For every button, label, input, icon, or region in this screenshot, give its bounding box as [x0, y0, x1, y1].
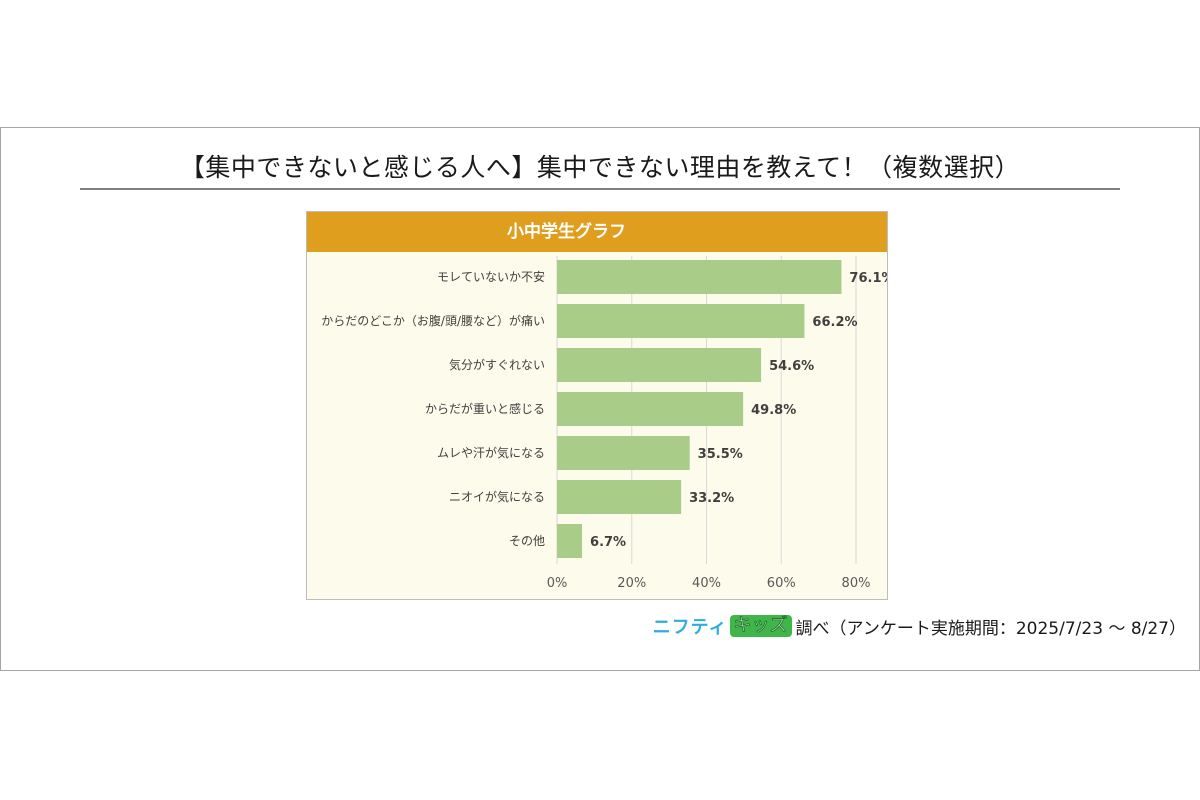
- x-tick-label: 60%: [767, 576, 796, 591]
- category-label: ニオイが気になる: [449, 489, 545, 504]
- x-tick-label: 80%: [842, 576, 871, 591]
- chart-header: 小中学生グラフ: [307, 212, 887, 252]
- chart-panel: モレていないか不安からだのどこか（お腹/頭/腰など）が痛い気分がすぐれないからだ…: [306, 211, 888, 600]
- logo-text-kids: キッズ: [729, 615, 792, 637]
- x-tick-label: 20%: [617, 576, 646, 591]
- data-label: 33.2%: [689, 491, 734, 506]
- x-tick-label: 0%: [547, 576, 568, 591]
- category-labels: モレていないか不安からだのどこか（お腹/頭/腰など）が痛い気分がすぐれないからだ…: [321, 269, 545, 548]
- category-label: からだが重いと感じる: [425, 401, 545, 416]
- data-label: 35.5%: [698, 447, 743, 462]
- title-divider: [80, 188, 1120, 190]
- page-title: 【集中できないと感じる人へ】集中できない理由を教えて！（複数選択）: [179, 153, 1021, 182]
- source-note: 調べ（アンケート実施期間：2025/7/23 ～ 8/27）: [795, 618, 1186, 639]
- bar-chart: モレていないか不安からだのどこか（お腹/頭/腰など）が痛い気分がすぐれないからだ…: [321, 256, 887, 591]
- bar: [557, 392, 744, 426]
- x-axis-ticks: 0% 20% 40% 60% 80%: [547, 576, 871, 591]
- bar: [557, 524, 583, 558]
- bar: [557, 348, 762, 382]
- category-label: その他: [509, 534, 545, 548]
- logo-text-nifty: ニフティ: [652, 617, 728, 638]
- bar: [557, 304, 805, 338]
- x-tick-label: 40%: [692, 576, 721, 591]
- category-label: からだのどこか（お腹/頭/腰など）が痛い: [321, 313, 545, 328]
- source-footer: ニフティ キッズ 調べ（アンケート実施期間：2025/7/23 ～ 8/27）: [653, 613, 1186, 639]
- data-label: 66.2%: [812, 315, 857, 330]
- category-label: 気分がすぐれない: [449, 357, 545, 372]
- data-label: 54.6%: [769, 359, 814, 374]
- bar: [557, 480, 682, 514]
- bar: [557, 436, 690, 470]
- bar: [557, 260, 842, 294]
- niftykids-logo: ニフティ キッズ: [653, 613, 792, 639]
- data-label: 6.7%: [590, 535, 626, 550]
- bars: [557, 260, 842, 558]
- value-labels: 76.1% 66.2% 54.6% 49.8% 35.5% 33.2% 6.7%: [590, 271, 887, 550]
- category-label: ムレや汗が気になる: [437, 445, 545, 460]
- data-label: 49.8%: [751, 403, 796, 418]
- category-label: モレていないか不安: [437, 269, 545, 284]
- data-label: 76.1%: [849, 271, 887, 286]
